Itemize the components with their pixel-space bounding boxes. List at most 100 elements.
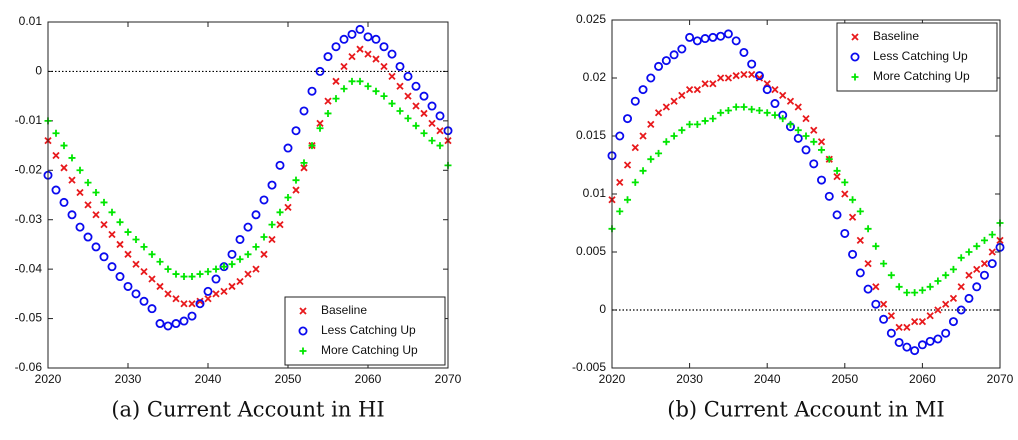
marker-circle bbox=[291, 126, 301, 136]
x-tick-label: 2070 bbox=[435, 372, 462, 386]
marker-plus bbox=[108, 208, 116, 216]
marker-circle bbox=[848, 249, 858, 259]
marker-x bbox=[678, 91, 686, 100]
marker-x bbox=[92, 211, 100, 219]
marker-x bbox=[740, 70, 748, 79]
marker-x bbox=[988, 248, 996, 256]
marker-plus bbox=[52, 129, 60, 137]
marker-circle bbox=[630, 96, 640, 106]
marker-plus bbox=[851, 73, 859, 81]
legend: Baseline Less Catching Up More Catching Up bbox=[284, 296, 446, 366]
marker-x bbox=[864, 259, 872, 268]
marker-circle bbox=[171, 319, 181, 329]
marker-plus bbox=[364, 82, 372, 90]
marker-plus bbox=[887, 271, 895, 279]
marker-circle bbox=[925, 336, 935, 346]
marker-circle bbox=[403, 71, 413, 81]
legend-label: Less Catching Up bbox=[873, 49, 968, 63]
marker-circle bbox=[283, 143, 293, 153]
marker-plus bbox=[911, 289, 919, 297]
marker-circle bbox=[646, 73, 656, 83]
marker-plus bbox=[268, 221, 276, 229]
marker-circle bbox=[615, 131, 625, 141]
marker-x bbox=[388, 72, 396, 81]
marker-x bbox=[332, 77, 340, 85]
marker-plus bbox=[380, 92, 388, 100]
marker-plus bbox=[825, 155, 833, 163]
x-tick-label: 2040 bbox=[195, 372, 222, 386]
marker-plus bbox=[188, 273, 196, 281]
marker-x bbox=[779, 91, 787, 100]
marker-plus bbox=[92, 189, 100, 197]
marker-circle bbox=[871, 299, 881, 309]
marker-x bbox=[771, 85, 779, 94]
marker-circle bbox=[817, 175, 827, 185]
marker-x bbox=[755, 74, 764, 82]
marker-plus bbox=[356, 77, 364, 85]
marker-circle bbox=[299, 106, 309, 116]
marker-x bbox=[639, 132, 647, 140]
marker-x bbox=[616, 178, 624, 187]
marker-plus bbox=[412, 122, 420, 130]
marker-plus bbox=[244, 250, 252, 258]
marker-circle bbox=[979, 270, 989, 280]
marker-x bbox=[786, 97, 795, 105]
marker-circle bbox=[115, 272, 125, 282]
marker-x bbox=[794, 103, 802, 111]
marker-x bbox=[802, 114, 810, 123]
marker-x bbox=[942, 300, 950, 308]
legend-box bbox=[284, 296, 446, 366]
marker-plus bbox=[340, 85, 348, 93]
marker-x bbox=[108, 230, 116, 239]
marker-circle bbox=[623, 114, 633, 124]
legend-label: Baseline bbox=[321, 303, 367, 317]
marker-circle bbox=[910, 346, 920, 356]
marker-plus bbox=[299, 347, 307, 355]
marker-x bbox=[631, 143, 639, 152]
marker-circle bbox=[347, 29, 357, 39]
marker-x bbox=[300, 164, 308, 172]
marker-plus bbox=[880, 260, 888, 268]
marker-x bbox=[396, 82, 404, 90]
legend-label: More Catching Up bbox=[321, 343, 418, 357]
marker-plus bbox=[420, 129, 428, 137]
marker-plus bbox=[957, 254, 965, 262]
marker-x bbox=[717, 74, 725, 82]
marker-x bbox=[292, 186, 300, 194]
marker-circle bbox=[850, 52, 860, 62]
marker-plus bbox=[724, 106, 732, 114]
marker-x bbox=[372, 55, 380, 63]
marker-circle bbox=[894, 337, 904, 347]
marker-circle bbox=[754, 71, 764, 81]
marker-circle bbox=[99, 252, 109, 262]
marker-plus bbox=[300, 159, 308, 167]
marker-x bbox=[340, 62, 348, 71]
marker-x bbox=[748, 70, 756, 79]
marker-plus bbox=[755, 106, 763, 114]
marker-x bbox=[404, 92, 412, 100]
marker-plus bbox=[949, 265, 957, 273]
marker-plus bbox=[164, 265, 172, 273]
marker-x bbox=[623, 161, 632, 169]
marker-plus bbox=[236, 255, 244, 263]
marker-x bbox=[693, 85, 701, 94]
marker-plus bbox=[740, 103, 748, 111]
marker-circle bbox=[323, 52, 333, 62]
marker-x bbox=[228, 282, 236, 291]
caption: (a) Current Account in HI bbox=[111, 398, 384, 422]
marker-x bbox=[164, 290, 172, 298]
marker-plus bbox=[639, 167, 647, 175]
marker-x bbox=[156, 282, 164, 291]
marker-plus bbox=[794, 126, 802, 134]
marker-circle bbox=[902, 342, 912, 352]
marker-circle bbox=[395, 61, 405, 71]
marker-circle bbox=[739, 47, 749, 57]
x-tick-label: 2060 bbox=[909, 372, 936, 386]
marker-x bbox=[124, 250, 132, 258]
marker-circle bbox=[275, 160, 285, 170]
marker-circle bbox=[692, 36, 702, 46]
marker-circle bbox=[259, 195, 269, 205]
marker-x bbox=[348, 52, 356, 61]
marker-circle bbox=[731, 36, 741, 46]
marker-x bbox=[364, 50, 372, 58]
